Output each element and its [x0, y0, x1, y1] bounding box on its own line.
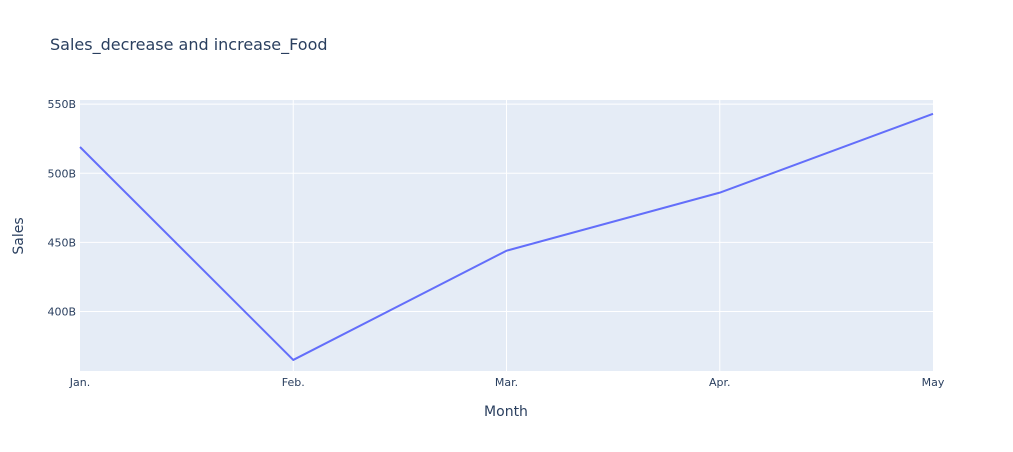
y-tick-label: 400B — [47, 306, 76, 319]
x-tick-label: May — [922, 376, 945, 389]
x-tick-label: Apr. — [709, 376, 731, 389]
grid-lines — [80, 100, 933, 371]
chart-title: Sales_decrease and increase_Food — [50, 35, 328, 55]
x-tick-label: Mar. — [495, 376, 518, 389]
x-axis-title: Month — [484, 404, 528, 420]
y-axis-ticks: 400B 450B 500B 550B — [47, 98, 76, 318]
y-tick-label: 450B — [47, 236, 76, 249]
series-line — [79, 112, 934, 361]
x-tick-label: Feb. — [282, 376, 305, 389]
x-tick-label: Jan. — [69, 376, 90, 389]
x-axis-ticks: Jan. Feb. Mar. Apr. May — [69, 376, 945, 389]
y-tick-label: 500B — [47, 167, 76, 180]
series-layer — [79, 112, 934, 361]
y-axis-title: Sales — [11, 217, 27, 254]
y-tick-label: 550B — [47, 98, 76, 111]
